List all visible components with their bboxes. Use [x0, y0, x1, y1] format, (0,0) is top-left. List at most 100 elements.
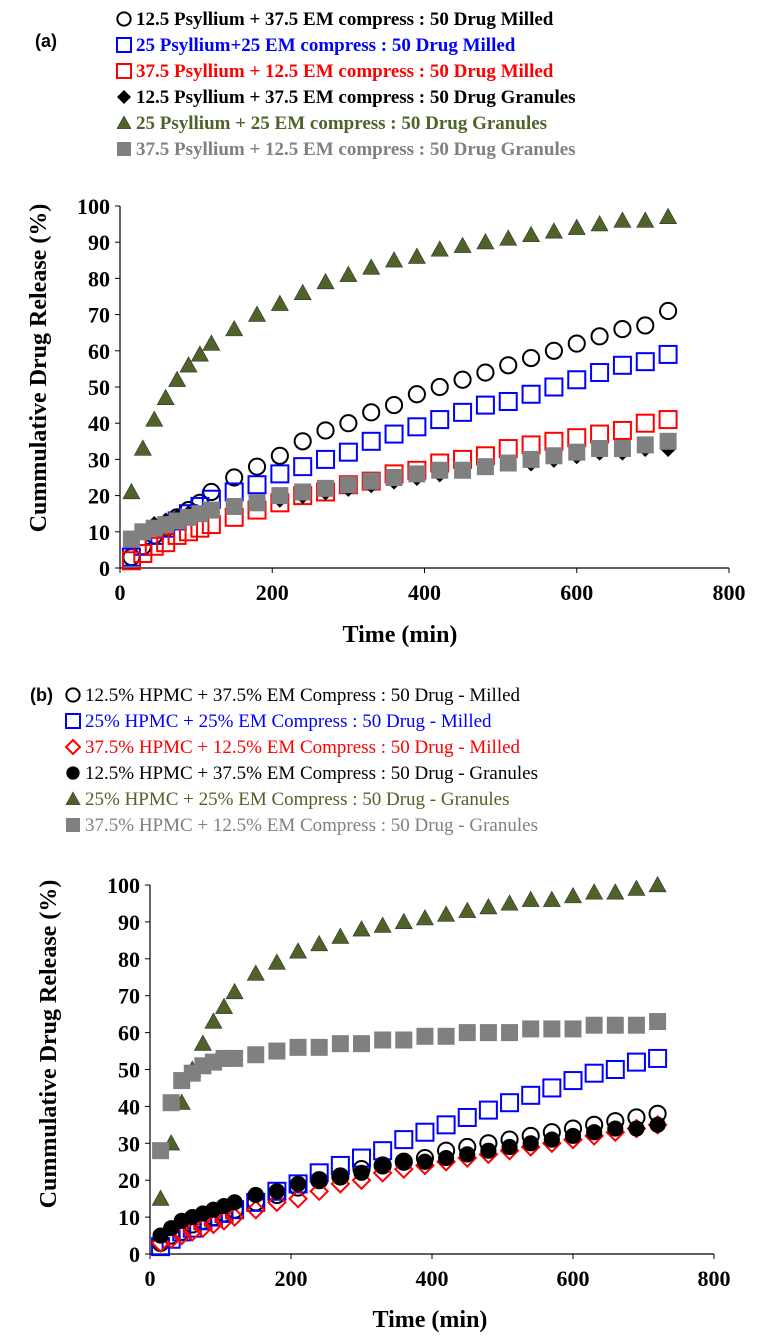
data-point — [385, 251, 404, 268]
legend-entry: 25 Psyllium + 25 EM compress : 50 Drug G… — [136, 113, 547, 134]
panel-a-label: (a) — [35, 31, 57, 51]
data-point — [544, 377, 564, 397]
data-point — [384, 396, 404, 415]
series-1 — [122, 301, 678, 567]
data-point — [613, 440, 631, 458]
data-point — [190, 345, 209, 362]
data-point — [384, 424, 404, 444]
data-point — [416, 1153, 434, 1170]
legend-marker — [116, 37, 132, 53]
legend-entry: 25% HPMC + 25% EM Compress : 50 Drug - G… — [85, 789, 509, 810]
data-point — [415, 909, 434, 926]
data-point — [521, 435, 541, 455]
panel-b-legend: 12.5% HPMC + 37.5% EM Compress : 50 Drug… — [64, 685, 538, 836]
data-point — [636, 211, 655, 228]
data-point — [309, 1181, 330, 1202]
data-point — [584, 1063, 604, 1083]
data-point — [436, 1115, 456, 1135]
data-point — [339, 476, 357, 494]
data-point — [192, 1218, 213, 1239]
legend-entry: 37.5% HPMC + 12.5% EM Compress : 50 Drug… — [85, 737, 521, 758]
legend-marker — [116, 11, 132, 27]
data-point — [247, 1186, 264, 1204]
x-tick-label: 400 — [416, 1266, 449, 1291]
data-point — [438, 1149, 455, 1167]
legend-marker — [117, 142, 131, 156]
data-point — [151, 1189, 170, 1206]
data-point — [225, 497, 243, 515]
y-tick-label: 0 — [99, 556, 110, 581]
data-point — [480, 1142, 497, 1159]
data-point — [270, 464, 290, 484]
legend-entry: 12.5 Psyllium + 37.5 EM compress : 50 Dr… — [136, 87, 576, 108]
data-point — [203, 1214, 224, 1235]
legend-marker — [116, 115, 132, 129]
data-point — [204, 1012, 223, 1029]
data-point — [500, 1093, 520, 1113]
data-point — [607, 1120, 624, 1137]
panel-b-label: (b) — [30, 685, 53, 705]
y-tick-label: 50 — [118, 1058, 140, 1083]
x-tick-label: 400 — [408, 580, 441, 605]
data-point — [658, 410, 678, 430]
data-point — [268, 1183, 285, 1200]
data-point — [658, 344, 678, 364]
data-point — [501, 1024, 519, 1042]
data-point — [225, 982, 244, 1000]
data-point — [649, 1013, 667, 1031]
data-point — [521, 384, 541, 404]
data-point — [145, 410, 164, 427]
legend-entry: 37.5 Psyllium + 12.5 EM compress : 50 Dr… — [136, 139, 576, 160]
data-point — [373, 916, 392, 933]
data-point — [522, 450, 540, 468]
data-point — [606, 883, 625, 900]
data-point — [271, 487, 289, 505]
legend-entry: 25 Psyllium+25 EM compress : 50 Drug Mil… — [136, 35, 516, 56]
data-point — [133, 544, 153, 564]
data-point — [430, 240, 449, 257]
data-point — [454, 461, 472, 479]
data-point — [476, 233, 495, 250]
data-point — [338, 442, 358, 462]
data-point — [362, 258, 381, 275]
data-point — [395, 1031, 413, 1049]
data-point — [179, 356, 198, 373]
data-point — [475, 395, 495, 415]
y-tick-label: 100 — [77, 194, 110, 219]
data-point — [224, 1207, 245, 1228]
data-point — [590, 363, 610, 383]
data-point — [394, 912, 413, 930]
data-point — [248, 494, 266, 512]
data-point — [590, 424, 610, 444]
data-point — [591, 440, 609, 458]
data-point — [362, 472, 380, 490]
series-6 — [152, 1013, 667, 1160]
data-point — [521, 1085, 541, 1105]
data-point — [563, 886, 583, 904]
data-point — [459, 1146, 476, 1163]
data-point — [353, 1035, 370, 1053]
data-point — [247, 457, 267, 476]
data-point — [193, 1034, 212, 1051]
data-point — [407, 247, 426, 264]
data-point — [545, 447, 563, 465]
y-tick-label: 30 — [88, 447, 110, 472]
data-point — [133, 439, 152, 456]
data-point — [543, 1131, 560, 1148]
panel-a-x-axis-title: Time (min) — [343, 622, 458, 648]
data-point — [152, 1142, 170, 1160]
data-point — [352, 920, 371, 937]
data-point — [542, 890, 561, 907]
y-tick-label: 40 — [88, 411, 110, 436]
legend-marker — [66, 818, 80, 832]
data-point — [293, 457, 313, 477]
data-point — [215, 997, 234, 1014]
series-6 — [122, 432, 677, 548]
y-tick-label: 90 — [118, 910, 140, 935]
data-point — [246, 964, 265, 981]
data-point — [168, 370, 187, 387]
data-point — [479, 1024, 497, 1042]
data-point — [453, 402, 473, 422]
data-point — [214, 1210, 234, 1231]
data-point — [648, 875, 667, 893]
